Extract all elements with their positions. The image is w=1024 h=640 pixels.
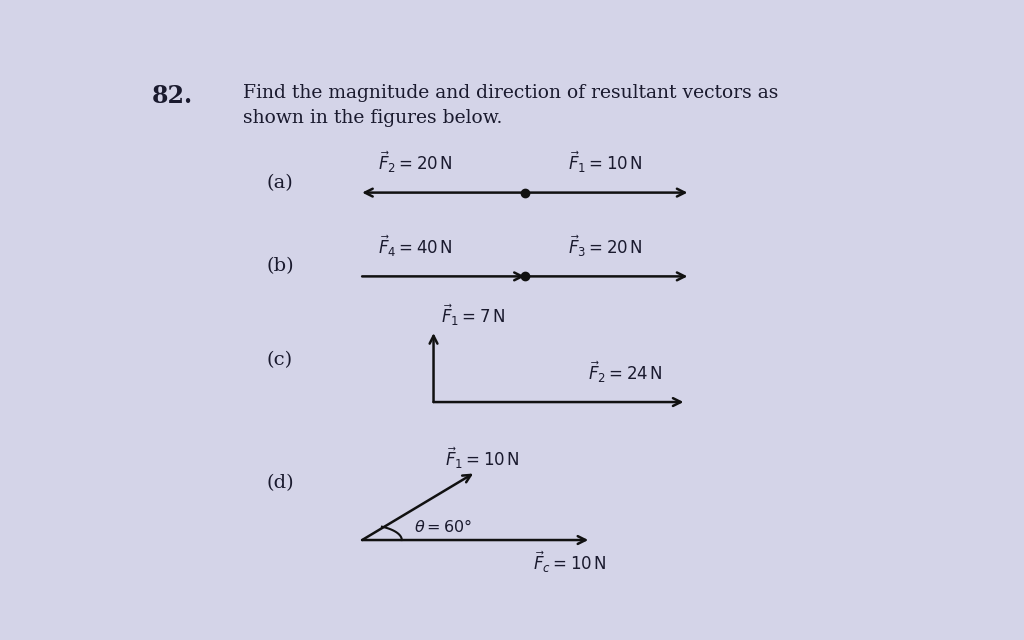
Text: $\vec{F}_3 = 20\,\mathrm{N}$: $\vec{F}_3 = 20\,\mathrm{N}$: [568, 234, 643, 259]
Text: $\vec{F}_1 = 10\,\mathrm{N}$: $\vec{F}_1 = 10\,\mathrm{N}$: [568, 150, 643, 175]
Text: (d): (d): [267, 474, 295, 492]
Text: $\vec{F}_4 = 40\,\mathrm{N}$: $\vec{F}_4 = 40\,\mathrm{N}$: [378, 234, 453, 259]
Text: $\vec{F}_2 = 20\,\mathrm{N}$: $\vec{F}_2 = 20\,\mathrm{N}$: [378, 150, 453, 175]
Text: shown in the figures below.: shown in the figures below.: [243, 109, 503, 127]
Text: $\vec{F}_2 = 24\,\mathrm{N}$: $\vec{F}_2 = 24\,\mathrm{N}$: [588, 359, 663, 385]
Text: 82.: 82.: [152, 84, 193, 108]
Text: (c): (c): [267, 351, 293, 369]
Text: $\vec{F}_c = 10\,\mathrm{N}$: $\vec{F}_c = 10\,\mathrm{N}$: [532, 550, 606, 575]
Text: $\vec{F}_1 = 10\,\mathrm{N}$: $\vec{F}_1 = 10\,\mathrm{N}$: [445, 445, 520, 471]
Text: (a): (a): [267, 173, 294, 192]
Text: $\vec{F}_1 = 7\,\mathrm{N}$: $\vec{F}_1 = 7\,\mathrm{N}$: [441, 303, 506, 328]
Text: $\theta = 60°$: $\theta = 60°$: [414, 519, 472, 536]
Text: Find the magnitude and direction of resultant vectors as: Find the magnitude and direction of resu…: [243, 84, 778, 102]
Text: (b): (b): [267, 257, 295, 276]
